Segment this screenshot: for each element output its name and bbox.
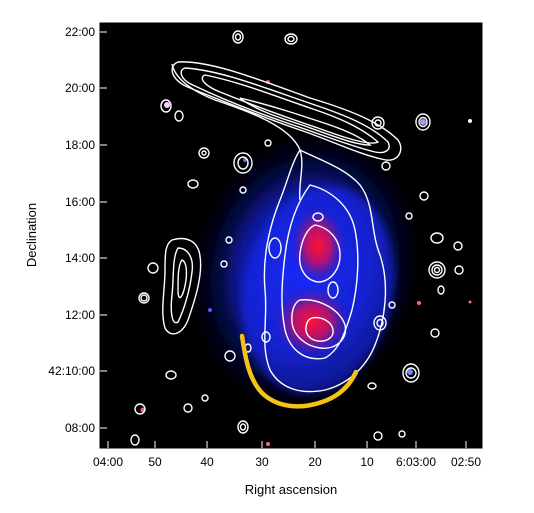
- plot-frame: [99, 22, 483, 449]
- xray-core-south: [272, 286, 352, 358]
- x-tick-label: 04:00: [93, 455, 123, 469]
- x-axis-title: Right ascension: [245, 482, 338, 497]
- y-tick-label: 18:00: [65, 138, 95, 152]
- x-tick-label: 40: [200, 455, 214, 469]
- y-tick-label: 22:00: [65, 25, 95, 39]
- y-tick-label: 42:10:00: [48, 364, 95, 378]
- x-axis: 04:00 50 40 30 20 10 6:03:00 02:50: [93, 441, 481, 469]
- x-tick-label: 50: [148, 455, 162, 469]
- y-tick-label: 14:00: [65, 251, 95, 265]
- shock-front-arc: [239, 333, 359, 409]
- x-tick-label: 30: [255, 455, 269, 469]
- y-tick-label: 20:00: [65, 81, 95, 95]
- y-tick-label: 16:00: [65, 195, 95, 209]
- x-tick-label: 02:50: [451, 455, 481, 469]
- x-tick-label: 10: [360, 455, 374, 469]
- x-tick-label: 20: [308, 455, 322, 469]
- y-tick-label: 12:00: [65, 308, 95, 322]
- radio-contours: [130, 30, 464, 446]
- y-axis-title: Declination: [24, 203, 39, 267]
- xray-core-north: [290, 205, 346, 285]
- y-axis: 22:00 20:00 18:00 16:00 14:00 12:00 42:10:00 08…: [48, 25, 107, 435]
- x-tick-label: 6:03:00: [396, 455, 436, 469]
- y-tick-label: 08:00: [65, 421, 95, 435]
